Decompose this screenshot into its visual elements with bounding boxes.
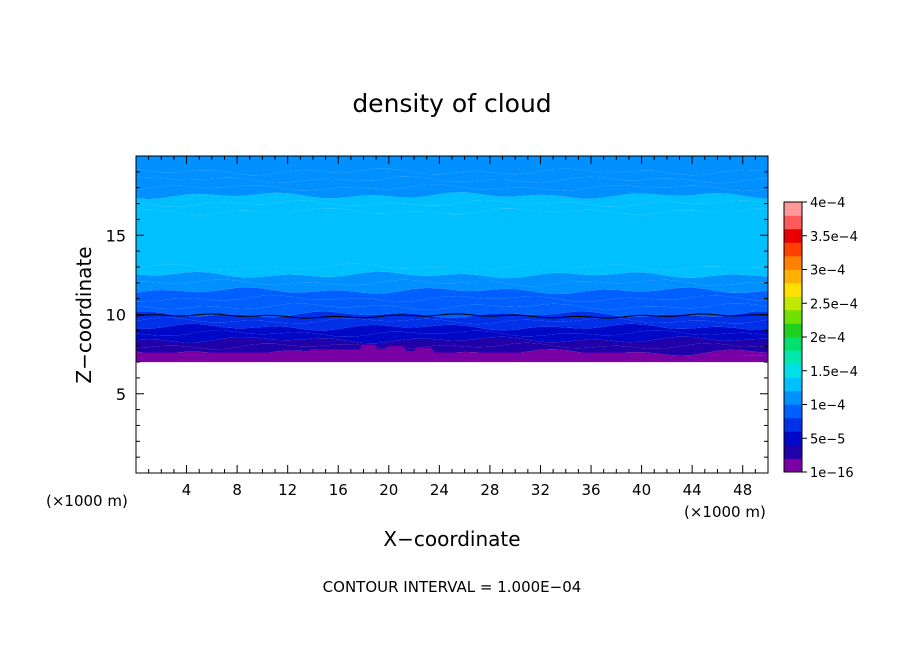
density-band — [136, 176, 768, 192]
colorbar-swatch — [784, 202, 802, 216]
plot-area — [136, 156, 768, 473]
x-tick-label: 24 — [430, 481, 449, 499]
x-tick-label: 32 — [531, 481, 550, 499]
x-tick-label: 8 — [232, 481, 242, 499]
density-band — [136, 317, 768, 331]
colorbar-swatch — [784, 364, 802, 378]
chart-title: density of cloud — [352, 89, 551, 118]
density-band — [136, 303, 768, 318]
density-band — [136, 200, 768, 215]
density-band — [136, 311, 768, 325]
density-band — [136, 287, 768, 302]
density-band — [136, 330, 768, 344]
density-band — [136, 271, 768, 287]
colorbar-swatch — [784, 458, 802, 473]
x-tick-label: 20 — [379, 481, 398, 499]
density-band — [136, 156, 768, 176]
colorbar-swatch — [784, 256, 802, 270]
colorbar-swatch — [784, 242, 802, 257]
colorbar-swatch — [784, 215, 802, 230]
density-band — [136, 192, 768, 207]
y-tick-label: 10 — [106, 306, 126, 325]
colorbar-tick-label: 2.5e−4 — [810, 297, 858, 312]
x-axis-label: X−coordinate — [383, 527, 520, 551]
colorbar-swatch — [784, 377, 802, 392]
density-band — [136, 279, 768, 294]
colorbar-swatch — [784, 431, 802, 446]
colorbar-tick-label: 2e−4 — [810, 331, 845, 346]
density-band — [136, 184, 768, 200]
y-axis-label: Z−coordinate — [72, 246, 96, 383]
density-band — [136, 336, 768, 350]
colorbar-swatch — [784, 445, 802, 459]
colorbar-swatch — [784, 418, 802, 432]
x-axis: 4 8 12 16 20 24 28 32 36 40 44 48 — [148, 156, 756, 499]
colorbar-swatch — [784, 350, 802, 365]
colorbar-swatch — [784, 391, 802, 405]
density-band — [136, 168, 768, 184]
colorbar-tick-label: 4e−4 — [810, 196, 845, 211]
colorbar-swatch — [784, 323, 802, 338]
colorbar-tick-label: 3.5e−4 — [810, 230, 858, 245]
colorbar-swatch — [784, 310, 802, 324]
x-tick-label: 44 — [683, 481, 702, 499]
contour-interval-note: CONTOUR INTERVAL = 1.000E−04 — [323, 578, 582, 596]
y-tick-label: 15 — [106, 226, 126, 245]
colorbar-tick-label: 5e−5 — [810, 432, 845, 447]
colorbar-swatch — [784, 404, 802, 419]
colorbar-tick-label: 3e−4 — [810, 264, 845, 279]
x-tick-label: 4 — [182, 481, 192, 499]
contour-line — [136, 313, 768, 319]
colorbar-swatch — [784, 269, 802, 284]
colorbar-swatch — [784, 337, 802, 351]
x-tick-label: 40 — [632, 481, 651, 499]
x-tick-label: 48 — [733, 481, 752, 499]
density-band — [136, 323, 768, 337]
colorbar-tick-label: 1.5e−4 — [810, 365, 858, 380]
density-band — [136, 208, 768, 271]
cloud-base-edge — [136, 344, 768, 363]
colorbar-swatch — [784, 283, 802, 297]
colorbar: 1e−16 5e−5 1e−4 1.5e−4 2e−4 2.5e−4 3e−4 3.5e−4 4… — [783, 196, 858, 481]
x-tick-label: 12 — [278, 481, 297, 499]
x-tick-label: 28 — [480, 481, 499, 499]
colorbar-swatch — [784, 296, 802, 311]
x-unit-right: (×1000 m) — [684, 503, 766, 521]
density-band — [136, 263, 768, 279]
colorbar-tick-label: 1e−16 — [810, 466, 854, 481]
cloud-density-bands — [136, 156, 768, 363]
x-unit-left: (×1000 m) — [46, 492, 128, 510]
colorbar-swatch — [784, 229, 802, 243]
colorbar-tick-label: 1e−4 — [810, 399, 845, 414]
x-tick-label: 16 — [329, 481, 348, 499]
y-tick-label: 5 — [116, 385, 126, 404]
y-axis: 5 10 15 — [106, 171, 768, 458]
x-tick-label: 36 — [581, 481, 600, 499]
density-band — [136, 295, 768, 310]
